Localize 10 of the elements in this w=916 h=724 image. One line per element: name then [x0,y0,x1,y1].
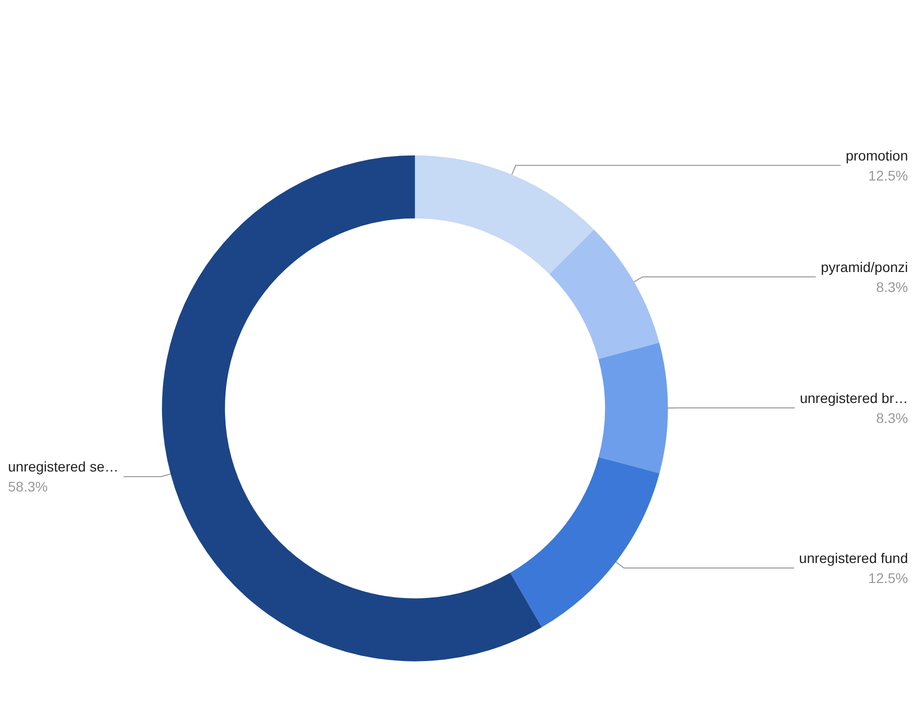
slice-label: promotion [846,147,908,164]
data-label: 58.3% [8,478,48,495]
slice-label: unregistered br… [800,390,908,406]
slice-label: pyramid/ponzi [820,258,908,275]
data-label: 8.3% [876,278,908,295]
data-label: 8.3% [876,410,908,426]
data-label: 12.5% [868,570,908,586]
slice-label: unregistered se… [8,458,119,475]
slice-label: unregistered fund [799,550,908,566]
data-label: 12.5% [868,167,908,184]
